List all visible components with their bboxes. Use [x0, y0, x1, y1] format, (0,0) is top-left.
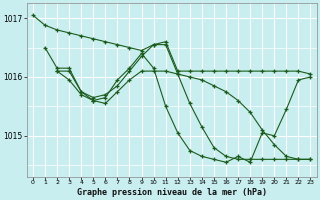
X-axis label: Graphe pression niveau de la mer (hPa): Graphe pression niveau de la mer (hPa) — [77, 188, 267, 197]
